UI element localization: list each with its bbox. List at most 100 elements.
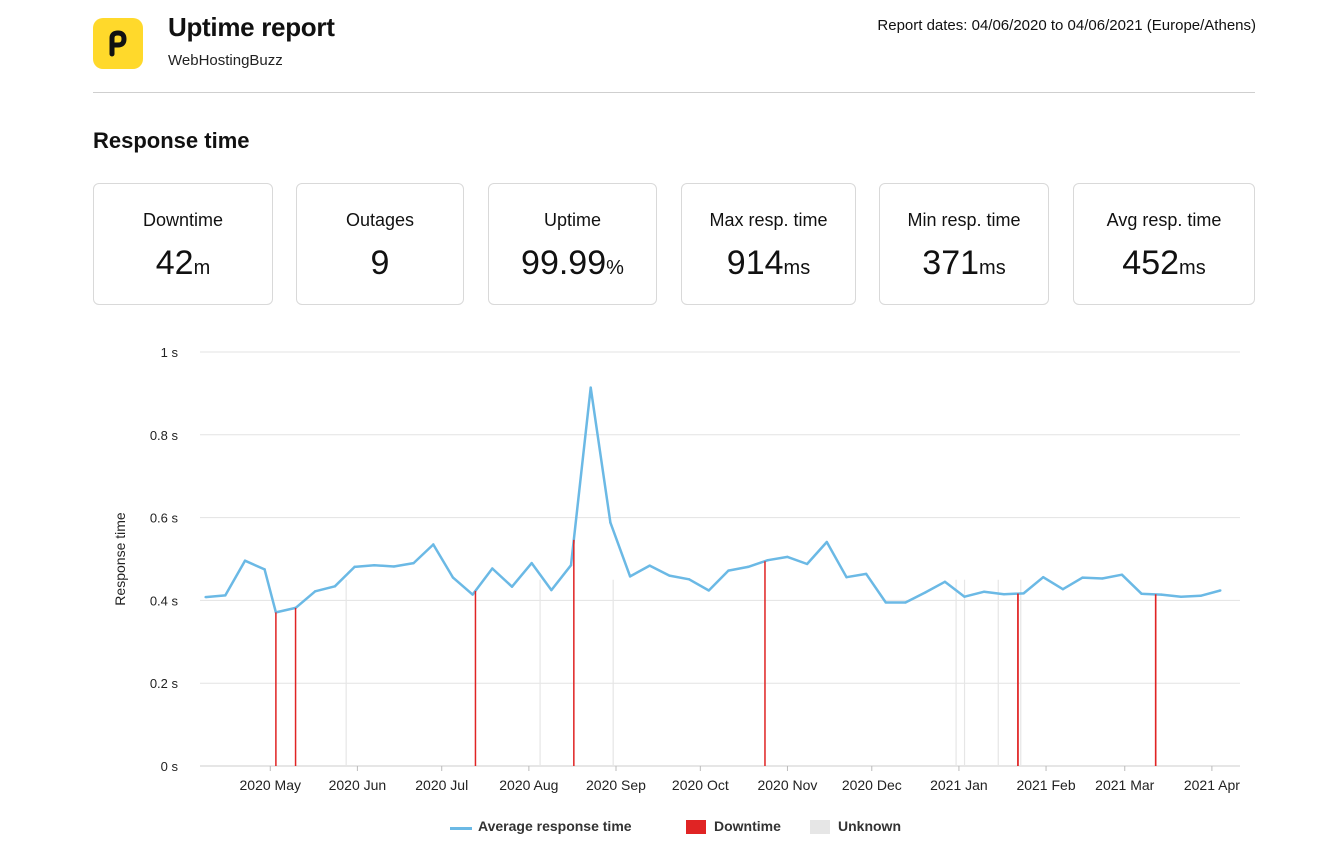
data-point [727, 569, 730, 572]
stat-card-outages: Outages 9 [296, 183, 464, 305]
data-point [766, 559, 769, 562]
stat-value: 9 [297, 244, 463, 283]
x-tick-label: 2020 Jul [415, 777, 468, 793]
y-tick-label: 0.2 s [150, 676, 179, 691]
stat-label: Max resp. time [709, 210, 828, 230]
data-point [1042, 576, 1045, 579]
data-point [707, 589, 710, 592]
data-point [963, 595, 966, 598]
stat-number: 9 [370, 244, 390, 282]
report-title: Uptime report [168, 12, 335, 42]
stat-number: 371 [922, 244, 980, 282]
legend-label: Average response time [478, 818, 632, 834]
data-point [243, 559, 247, 562]
x-tick-label: 2020 Aug [499, 777, 558, 793]
data-point [263, 568, 266, 571]
average-response-line [205, 386, 1221, 614]
data-point [609, 521, 612, 524]
data-point [1199, 594, 1202, 598]
data-point [1022, 592, 1025, 595]
header-divider [93, 92, 1255, 93]
stat-card-max-resp: Max resp. time 914ms [681, 183, 856, 305]
stat-label: Downtime [142, 210, 224, 230]
data-point [412, 561, 415, 565]
stat-label: Uptime [543, 210, 601, 230]
stat-card-downtime: Downtime 42m [93, 183, 273, 305]
data-point [1002, 592, 1006, 596]
stat-unit: ms [783, 257, 811, 279]
data-point [569, 564, 573, 567]
stat-unit: ms [979, 257, 1006, 279]
data-point [884, 601, 888, 604]
legend-label: Downtime [714, 818, 781, 834]
data-point [1160, 593, 1163, 596]
data-point [550, 588, 553, 592]
data-point [904, 601, 907, 604]
data-point [628, 575, 632, 578]
stat-card-min-resp: Min resp. time 371ms [879, 183, 1049, 305]
data-point [353, 565, 356, 569]
data-point [530, 561, 533, 565]
legend-line-swatch [450, 827, 472, 830]
report-dates: Report dates: 04/06/2020 to 04/06/2021 (… [877, 17, 1256, 34]
stat-unit: ms [1179, 257, 1206, 279]
legend-label: Unknown [838, 818, 901, 834]
stat-value: 914ms [682, 244, 855, 283]
data-point [983, 590, 986, 593]
x-tick-label: 2020 Sep [586, 777, 646, 793]
data-point [589, 386, 592, 389]
data-point [805, 562, 809, 566]
data-point [746, 565, 750, 569]
x-tick-label: 2020 May [240, 777, 301, 793]
y-axis-title: Response time [112, 512, 128, 606]
y-tick-label: 0.8 s [150, 428, 179, 443]
data-point [1081, 576, 1084, 579]
stat-value: 452ms [1074, 244, 1254, 283]
data-point [491, 567, 494, 570]
report-subtitle: WebHostingBuzz [168, 52, 283, 69]
data-point [392, 565, 396, 568]
stat-value: 42m [94, 244, 272, 283]
data-point [923, 591, 927, 594]
section-title: Response time [93, 128, 250, 153]
x-tick-label: 2021 Jan [930, 777, 988, 793]
data-point [333, 585, 337, 588]
data-point [204, 595, 207, 599]
stat-value: 99.99% [489, 244, 656, 283]
stat-number: 42 [155, 244, 194, 282]
stat-label: Outages [345, 210, 415, 230]
stat-unit: m [193, 257, 211, 279]
data-point [668, 574, 671, 577]
stat-value: 371ms [880, 244, 1048, 283]
stat-number: 99.99 [521, 244, 607, 282]
x-tick-label: 2020 Jun [329, 777, 387, 793]
data-point [1219, 589, 1222, 592]
y-tick-label: 0.6 s [150, 511, 179, 526]
legend-unknown-swatch [810, 820, 830, 834]
data-point [687, 578, 691, 581]
data-point [1101, 577, 1104, 580]
stat-card-avg-resp: Avg resp. time 452ms [1073, 183, 1255, 305]
data-point [786, 555, 789, 559]
data-point [943, 580, 947, 583]
data-point [314, 590, 317, 593]
stat-card-uptime: Uptime 99.99% [488, 183, 657, 305]
x-tick-label: 2021 Feb [1016, 777, 1075, 793]
data-point [1140, 592, 1143, 595]
x-tick-label: 2021 Apr [1184, 777, 1240, 793]
stat-label: Avg resp. time [1106, 210, 1222, 230]
data-point [864, 572, 868, 576]
y-tick-label: 1 s [161, 345, 179, 360]
data-point [648, 564, 651, 567]
app-logo [93, 18, 143, 69]
data-point [373, 564, 376, 567]
stat-unit: % [606, 257, 624, 279]
data-point [432, 543, 435, 546]
legend-downtime-swatch [686, 820, 706, 834]
data-point [1179, 595, 1183, 598]
data-point [471, 593, 474, 596]
stat-number: 452 [1122, 244, 1180, 282]
data-point [510, 585, 514, 588]
x-tick-label: 2020 Nov [757, 777, 817, 793]
data-point [224, 594, 227, 597]
